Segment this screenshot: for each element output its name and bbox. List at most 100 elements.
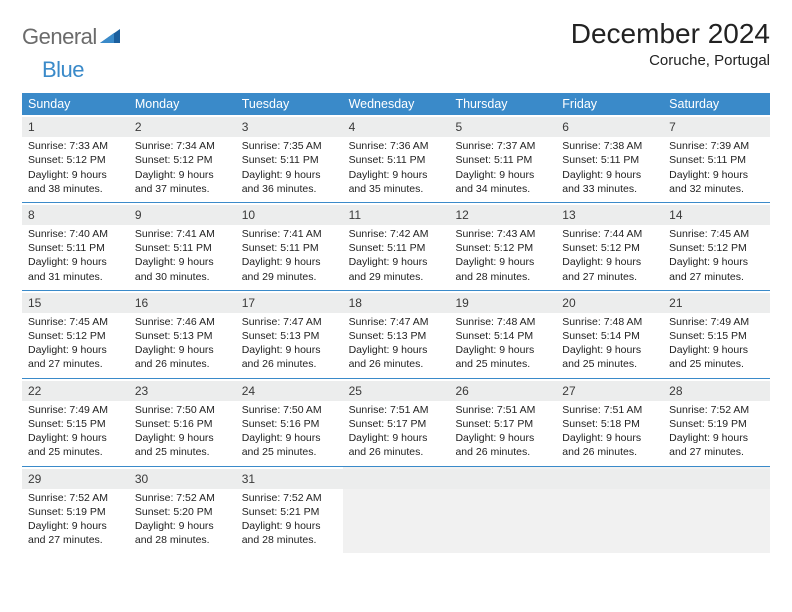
week-row: 15Sunrise: 7:45 AMSunset: 5:12 PMDayligh…: [22, 291, 770, 379]
day-number: 10: [236, 205, 343, 225]
weekday-header: Sunday: [22, 93, 129, 115]
daylight-line: Daylight: 9 hours and 31 minutes.: [28, 255, 123, 283]
day-number-empty: [663, 469, 770, 489]
sunset-line: Sunset: 5:11 PM: [455, 153, 550, 167]
daylight-line: Daylight: 9 hours and 30 minutes.: [135, 255, 230, 283]
day-number: 31: [236, 469, 343, 489]
day-number: 7: [663, 117, 770, 137]
day-cell: 17Sunrise: 7:47 AMSunset: 5:13 PMDayligh…: [236, 291, 343, 378]
sunrise-line: Sunrise: 7:49 AM: [669, 315, 764, 329]
sunset-line: Sunset: 5:16 PM: [242, 417, 337, 431]
day-cell: 16Sunrise: 7:46 AMSunset: 5:13 PMDayligh…: [129, 291, 236, 378]
day-number: 28: [663, 381, 770, 401]
sunrise-line: Sunrise: 7:45 AM: [669, 227, 764, 241]
sunset-line: Sunset: 5:11 PM: [669, 153, 764, 167]
weekday-header-row: SundayMondayTuesdayWednesdayThursdayFrid…: [22, 93, 770, 115]
daylight-line: Daylight: 9 hours and 26 minutes.: [349, 431, 444, 459]
week-row: 1Sunrise: 7:33 AMSunset: 5:12 PMDaylight…: [22, 115, 770, 203]
day-number: 14: [663, 205, 770, 225]
sunrise-line: Sunrise: 7:49 AM: [28, 403, 123, 417]
sunset-line: Sunset: 5:11 PM: [242, 153, 337, 167]
daylight-line: Daylight: 9 hours and 27 minutes.: [669, 431, 764, 459]
sunset-line: Sunset: 5:18 PM: [562, 417, 657, 431]
daylight-line: Daylight: 9 hours and 32 minutes.: [669, 168, 764, 196]
sunset-line: Sunset: 5:12 PM: [562, 241, 657, 255]
sunset-line: Sunset: 5:12 PM: [28, 153, 123, 167]
day-cell: 27 Sunrise: 7:51 AMSunset: 5:18 PMDayligh…: [556, 379, 663, 466]
sunrise-line: Sunrise: 7:46 AM: [135, 315, 230, 329]
brand-text-2: Blue: [42, 57, 84, 82]
weekday-header: Thursday: [449, 93, 556, 115]
day-cell: 22Sunrise: 7:49 AMSunset: 5:15 PMDayligh…: [22, 379, 129, 466]
sunset-line: Sunset: 5:11 PM: [135, 241, 230, 255]
day-number: 17: [236, 293, 343, 313]
sunrise-line: Sunrise: 7:34 AM: [135, 139, 230, 153]
sunrise-line: Sunrise: 7:36 AM: [349, 139, 444, 153]
day-number: 4: [343, 117, 450, 137]
sunset-line: Sunset: 5:17 PM: [455, 417, 550, 431]
daylight-line: Daylight: 9 hours and 27 minutes.: [28, 343, 123, 371]
weekday-header: Saturday: [663, 93, 770, 115]
day-cell: 26 Sunrise: 7:51 AMSunset: 5:17 PMDayligh…: [449, 379, 556, 466]
sunset-line: Sunset: 5:11 PM: [562, 153, 657, 167]
day-cell: 25Sunrise: 7:51 AMSunset: 5:17 PMDayligh…: [343, 379, 450, 466]
empty-cell: [663, 467, 770, 554]
day-cell: 30Sunrise: 7:52 AMSunset: 5:20 PMDayligh…: [129, 467, 236, 554]
location-subtitle: Coruche, Portugal: [571, 52, 770, 69]
day-cell: 14Sunrise: 7:45 AMSunset: 5:12 PMDayligh…: [663, 203, 770, 290]
sunset-line: Sunset: 5:20 PM: [135, 505, 230, 519]
day-cell: 6Sunrise: 7:38 AMSunset: 5:11 PMDaylight…: [556, 115, 663, 202]
daylight-line: Daylight: 9 hours and 35 minutes.: [349, 168, 444, 196]
sunset-line: Sunset: 5:11 PM: [349, 153, 444, 167]
week-row: 22Sunrise: 7:49 AMSunset: 5:15 PMDayligh…: [22, 379, 770, 467]
day-cell: 29Sunrise: 7:52 AMSunset: 5:19 PMDayligh…: [22, 467, 129, 554]
brand-logo: General: [22, 18, 123, 50]
sunrise-line: Sunrise: 7:52 AM: [135, 491, 230, 505]
day-number: 1: [22, 117, 129, 137]
day-number: 27: [556, 381, 663, 401]
daylight-line: Daylight: 9 hours and 25 minutes.: [562, 343, 657, 371]
weekday-header: Friday: [556, 93, 663, 115]
day-cell: 24Sunrise: 7:50 AMSunset: 5:16 PMDayligh…: [236, 379, 343, 466]
daylight-line: Daylight: 9 hours and 27 minutes.: [28, 519, 123, 547]
empty-cell: [449, 467, 556, 554]
day-number: 5: [449, 117, 556, 137]
sunrise-line: Sunrise: 7:40 AM: [28, 227, 123, 241]
sunrise-line: Sunrise: 7:51 AM: [562, 403, 657, 417]
day-number: 11: [343, 205, 450, 225]
daylight-line: Daylight: 9 hours and 26 minutes.: [455, 431, 550, 459]
sunrise-line: Sunrise: 7:44 AM: [562, 227, 657, 241]
sunrise-line: Sunrise: 7:48 AM: [562, 315, 657, 329]
sunrise-line: Sunrise: 7:51 AM: [455, 403, 550, 417]
weeks-container: 1Sunrise: 7:33 AMSunset: 5:12 PMDaylight…: [22, 115, 770, 553]
day-number: 26: [449, 381, 556, 401]
brand-triangle-icon: [100, 27, 120, 48]
day-number: 25: [343, 381, 450, 401]
daylight-line: Daylight: 9 hours and 26 minutes.: [135, 343, 230, 371]
sunset-line: Sunset: 5:12 PM: [669, 241, 764, 255]
page-title: December 2024: [571, 18, 770, 50]
empty-cell: [556, 467, 663, 554]
day-number: 6: [556, 117, 663, 137]
sunset-line: Sunset: 5:13 PM: [135, 329, 230, 343]
title-block: December 2024 Coruche, Portugal: [571, 18, 770, 69]
empty-cell: [343, 467, 450, 554]
sunrise-line: Sunrise: 7:38 AM: [562, 139, 657, 153]
day-number: 13: [556, 205, 663, 225]
weekday-header: Wednesday: [343, 93, 450, 115]
sunrise-line: Sunrise: 7:41 AM: [135, 227, 230, 241]
sunrise-line: Sunrise: 7:47 AM: [242, 315, 337, 329]
sunrise-line: Sunrise: 7:45 AM: [28, 315, 123, 329]
daylight-line: Daylight: 9 hours and 26 minutes.: [562, 431, 657, 459]
day-cell: 23Sunrise: 7:50 AMSunset: 5:16 PMDayligh…: [129, 379, 236, 466]
sunrise-line: Sunrise: 7:39 AM: [669, 139, 764, 153]
sunrise-line: Sunrise: 7:52 AM: [28, 491, 123, 505]
sunset-line: Sunset: 5:16 PM: [135, 417, 230, 431]
day-number: 21: [663, 293, 770, 313]
day-number: 23: [129, 381, 236, 401]
daylight-line: Daylight: 9 hours and 26 minutes.: [349, 343, 444, 371]
sunset-line: Sunset: 5:15 PM: [669, 329, 764, 343]
weekday-header: Monday: [129, 93, 236, 115]
sunrise-line: Sunrise: 7:43 AM: [455, 227, 550, 241]
day-cell: 31Sunrise: 7:52 AMSunset: 5:21 PMDayligh…: [236, 467, 343, 554]
